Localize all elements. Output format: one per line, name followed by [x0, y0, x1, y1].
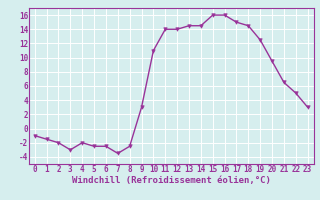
- X-axis label: Windchill (Refroidissement éolien,°C): Windchill (Refroidissement éolien,°C): [72, 176, 271, 185]
